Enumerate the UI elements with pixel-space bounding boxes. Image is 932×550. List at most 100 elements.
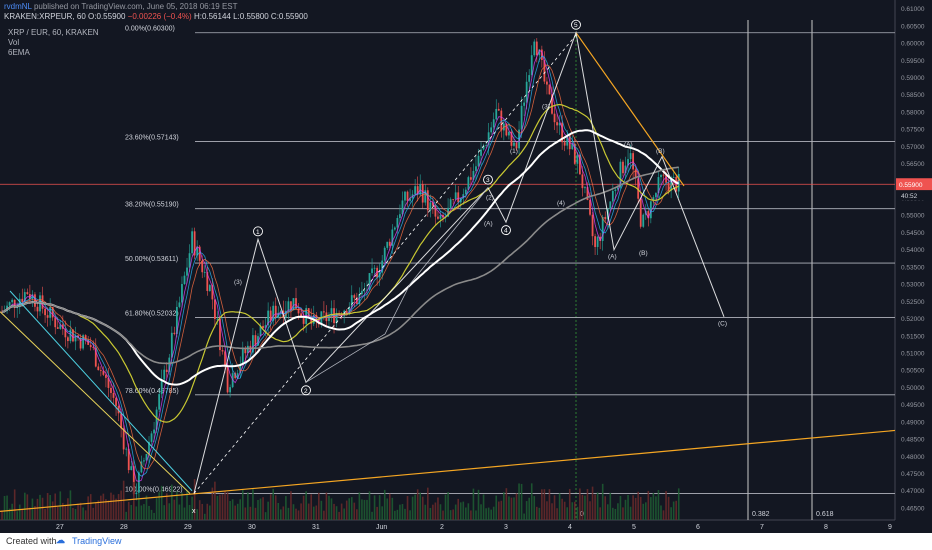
indicator-ema[interactable]: 6EMA xyxy=(8,48,30,57)
volume-bar xyxy=(350,497,353,520)
volume-bar xyxy=(21,508,24,520)
ema-line-3 xyxy=(1,64,679,470)
pair-title[interactable]: XRP / EUR, 60, KRAKEN xyxy=(8,28,99,37)
candle-body xyxy=(11,299,14,303)
candle-body xyxy=(193,231,196,256)
candle-body xyxy=(548,84,551,95)
candle-body xyxy=(576,154,579,164)
volume-bar xyxy=(282,506,285,520)
candle-body xyxy=(546,81,548,85)
candle-body xyxy=(61,324,64,329)
volume-bar xyxy=(325,492,328,520)
volume-bar xyxy=(624,499,627,520)
volume-bar xyxy=(79,502,82,520)
candle-body xyxy=(115,397,117,406)
candle-body xyxy=(396,218,399,228)
volume-bar xyxy=(439,504,442,520)
volume-bar xyxy=(107,500,110,520)
price-tick-label: 0.59500 xyxy=(901,58,925,65)
candle-body xyxy=(404,191,406,201)
volume-bar xyxy=(26,494,29,520)
volume-bar xyxy=(72,507,74,520)
candle-body xyxy=(18,298,21,308)
fib-diagonal xyxy=(193,32,579,494)
volume-bar xyxy=(77,503,79,520)
volume-bar xyxy=(604,496,607,520)
price-chart[interactable]: 0.61000 0.60500 0.60000 0.59500 0.59000 0.585… xyxy=(0,0,932,533)
candle-body xyxy=(556,122,558,126)
candle-body xyxy=(16,307,19,309)
cyan-trendline xyxy=(9,290,193,492)
volume-bar xyxy=(13,489,16,520)
volume-bar xyxy=(391,497,394,520)
tradingview-brand[interactable]: TradingView xyxy=(72,536,122,546)
wave-marker-circle xyxy=(301,385,311,396)
candle-body xyxy=(366,289,368,291)
candle-body xyxy=(363,290,366,292)
price-tick-label: 0.53500 xyxy=(901,264,925,271)
volume-bar xyxy=(591,486,594,520)
minor-wave-label: (A) xyxy=(484,221,493,228)
candle-body xyxy=(634,169,637,179)
candle-body xyxy=(302,316,305,324)
candle-body xyxy=(214,299,216,319)
candle-body xyxy=(391,229,394,246)
volume-bar xyxy=(657,489,660,520)
volume-bar xyxy=(599,507,601,520)
ascending-trendline xyxy=(0,429,896,512)
volume-bar xyxy=(183,507,186,520)
candle-body xyxy=(383,247,386,261)
volume-bar xyxy=(145,495,148,520)
minor-wave-label: (2) xyxy=(486,195,494,202)
volume-bar xyxy=(160,485,163,520)
time-tick-label: 30 xyxy=(248,524,256,531)
volume-bar xyxy=(457,498,460,520)
candle-body xyxy=(353,295,356,298)
time-tick-label: 8 xyxy=(824,524,828,531)
last-price-label: 0.55900 xyxy=(899,182,923,189)
candle-body xyxy=(244,348,247,354)
candle-body xyxy=(110,387,112,393)
candle-body xyxy=(416,186,419,195)
publisher-name[interactable]: rvdmNL xyxy=(4,2,32,11)
candle-body xyxy=(553,113,556,123)
volume-bar xyxy=(358,492,361,520)
candle-body xyxy=(140,461,143,473)
candle-body xyxy=(462,194,465,198)
volume-bar xyxy=(644,502,647,520)
candle-body xyxy=(535,41,538,56)
candle-body xyxy=(241,348,244,365)
indicator-vol[interactable]: Vol xyxy=(8,38,20,47)
candle-body xyxy=(262,325,264,329)
volume-bar xyxy=(356,509,358,520)
volume-bar xyxy=(535,506,538,520)
candle-body xyxy=(472,170,475,180)
volume-bar xyxy=(388,493,391,520)
volume-bar xyxy=(315,505,318,520)
volume-bar xyxy=(87,496,89,520)
volume-bar xyxy=(262,497,264,520)
candle-body xyxy=(196,246,199,256)
volume-bar xyxy=(117,494,120,520)
volume-bar xyxy=(302,495,305,520)
volume-bar xyxy=(505,488,508,520)
time-tick-label: 6 xyxy=(696,524,700,531)
volume-bar xyxy=(586,488,589,520)
candle-body xyxy=(665,175,667,183)
candle-body xyxy=(79,337,82,349)
volume-bar xyxy=(178,504,181,520)
volume-bar xyxy=(487,507,490,520)
ema-line-yellow xyxy=(1,103,679,423)
price-tick-label: 0.60500 xyxy=(901,23,925,30)
candle-body xyxy=(596,236,599,247)
wave-marker-circle xyxy=(483,174,493,185)
price-tick-label: 0.61000 xyxy=(901,6,925,13)
volume-bar xyxy=(376,506,378,520)
publish-info: rvdmNL published on TradingView.com, Jun… xyxy=(4,2,238,12)
candle-body xyxy=(589,199,591,215)
time-fib-label: 0.382 xyxy=(752,511,770,518)
candle-body xyxy=(538,49,541,56)
candle-body xyxy=(513,142,515,146)
candle-body xyxy=(107,377,110,388)
volume-bar xyxy=(366,499,368,520)
